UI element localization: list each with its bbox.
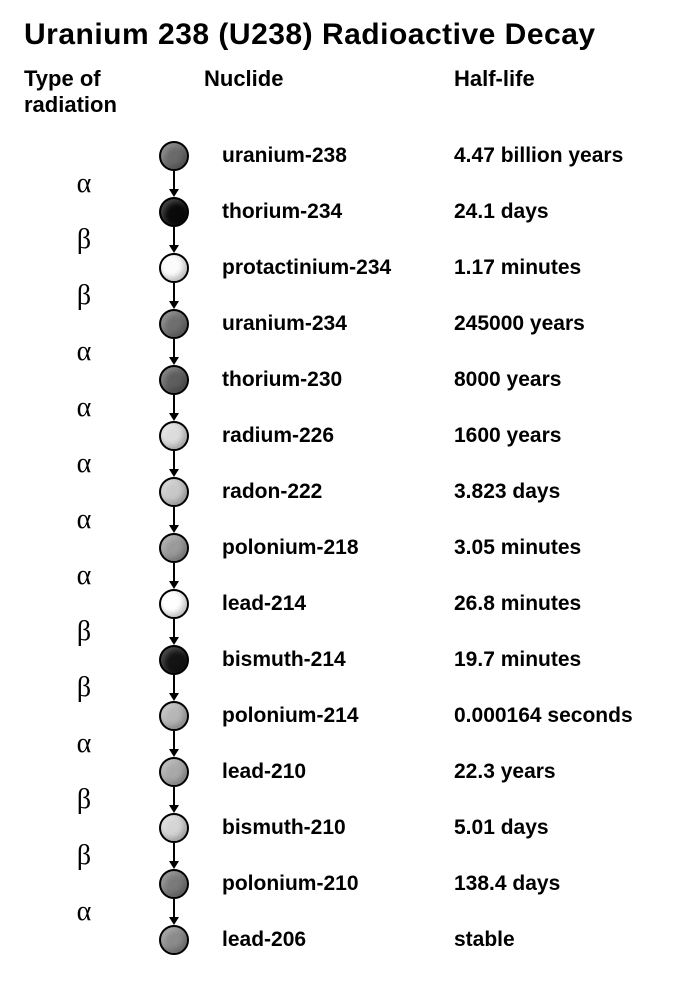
radiation-type: α — [24, 730, 144, 758]
nuclide-circle-icon — [159, 645, 189, 675]
page: Uranium 238 (U238) Radioactive Decay Typ… — [0, 0, 700, 1000]
half-life-value: 4.47 billion years — [454, 144, 676, 168]
column-headers: Type of radiation Nuclide Half-life — [24, 66, 676, 118]
decay-arrow-icon — [173, 675, 175, 701]
nuclide-name: bismuth-210 — [204, 816, 454, 840]
nuclide-circle-icon — [159, 197, 189, 227]
radiation-type: β — [24, 674, 144, 702]
nuclide-name: lead-214 — [204, 592, 454, 616]
nuclide-icon-cell — [144, 197, 204, 227]
nuclide-circle-icon — [159, 925, 189, 955]
half-life-value: 3.05 minutes — [454, 536, 676, 560]
decay-arrow-icon — [173, 283, 175, 309]
header-nuclide: Nuclide — [204, 66, 454, 118]
half-life-value: 0.000164 seconds — [454, 704, 676, 728]
radiation-type: α — [24, 450, 144, 478]
half-life-value: stable — [454, 928, 676, 952]
radiation-type: α — [24, 170, 144, 198]
header-radiation: Type of radiation — [24, 66, 144, 118]
nuclide-icon-cell — [144, 365, 204, 395]
nuclide-name: lead-210 — [204, 760, 454, 784]
nuclide-circle-icon — [159, 589, 189, 619]
header-halflife: Half-life — [454, 66, 676, 118]
decay-arrow-icon — [173, 171, 175, 197]
half-life-value: 26.8 minutes — [454, 592, 676, 616]
nuclide-icon-cell — [144, 477, 204, 507]
nuclide-circle-icon — [159, 477, 189, 507]
nuclide-circle-icon — [159, 141, 189, 171]
decay-arrow-icon — [173, 787, 175, 813]
nuclide-name: polonium-218 — [204, 536, 454, 560]
header-spacer — [144, 66, 204, 118]
nuclide-circle-icon — [159, 701, 189, 731]
half-life-value: 19.7 minutes — [454, 648, 676, 672]
nuclide-name: polonium-210 — [204, 872, 454, 896]
decay-arrow-icon — [173, 563, 175, 589]
nuclide-name: protactinium-234 — [204, 256, 454, 280]
nuclide-icon-cell — [144, 309, 204, 339]
nuclide-circle-icon — [159, 365, 189, 395]
radiation-type: β — [24, 282, 144, 310]
nuclide-icon-cell — [144, 421, 204, 451]
nuclide-icon-cell — [144, 253, 204, 283]
nuclide-icon-cell — [144, 757, 204, 787]
decay-arrow-icon — [173, 899, 175, 925]
radiation-type: α — [24, 506, 144, 534]
half-life-value: 245000 years — [454, 312, 676, 336]
nuclide-icon-cell — [144, 813, 204, 843]
half-life-value: 1600 years — [454, 424, 676, 448]
radiation-type: α — [24, 898, 144, 926]
radiation-type: α — [24, 562, 144, 590]
radiation-type: β — [24, 226, 144, 254]
page-title: Uranium 238 (U238) Radioactive Decay — [24, 18, 676, 52]
half-life-value: 22.3 years — [454, 760, 676, 784]
decay-arrow-icon — [173, 507, 175, 533]
decay-arrow-icon — [173, 395, 175, 421]
half-life-value: 1.17 minutes — [454, 256, 676, 280]
radiation-type: β — [24, 786, 144, 814]
nuclide-icon-cell — [144, 925, 204, 955]
decay-row: αuranium-2384.47 billion years — [24, 128, 676, 184]
nuclide-icon-cell — [144, 701, 204, 731]
radiation-type: β — [24, 618, 144, 646]
nuclide-icon-cell — [144, 645, 204, 675]
nuclide-name: uranium-238 — [204, 144, 454, 168]
decay-arrow-icon — [173, 843, 175, 869]
decay-arrow-icon — [173, 451, 175, 477]
nuclide-name: polonium-214 — [204, 704, 454, 728]
nuclide-circle-icon — [159, 869, 189, 899]
decay-arrow-icon — [173, 227, 175, 253]
decay-chain: αuranium-2384.47 billion yearsβthorium-2… — [24, 128, 676, 968]
decay-arrow-icon — [173, 731, 175, 757]
radiation-type: α — [24, 394, 144, 422]
half-life-value: 3.823 days — [454, 480, 676, 504]
nuclide-circle-icon — [159, 309, 189, 339]
nuclide-icon-cell — [144, 869, 204, 899]
radiation-type: α — [24, 338, 144, 366]
nuclide-circle-icon — [159, 813, 189, 843]
nuclide-name: bismuth-214 — [204, 648, 454, 672]
nuclide-name: radium-226 — [204, 424, 454, 448]
nuclide-name: lead-206 — [204, 928, 454, 952]
nuclide-circle-icon — [159, 421, 189, 451]
nuclide-circle-icon — [159, 533, 189, 563]
half-life-value: 8000 years — [454, 368, 676, 392]
half-life-value: 24.1 days — [454, 200, 676, 224]
decay-arrow-icon — [173, 619, 175, 645]
nuclide-name: radon-222 — [204, 480, 454, 504]
half-life-value: 138.4 days — [454, 872, 676, 896]
half-life-value: 5.01 days — [454, 816, 676, 840]
nuclide-icon-cell — [144, 533, 204, 563]
nuclide-circle-icon — [159, 253, 189, 283]
nuclide-icon-cell — [144, 589, 204, 619]
nuclide-circle-icon — [159, 757, 189, 787]
radiation-type: β — [24, 842, 144, 870]
nuclide-name: thorium-230 — [204, 368, 454, 392]
nuclide-name: thorium-234 — [204, 200, 454, 224]
nuclide-icon-cell — [144, 141, 204, 171]
decay-arrow-icon — [173, 339, 175, 365]
nuclide-name: uranium-234 — [204, 312, 454, 336]
